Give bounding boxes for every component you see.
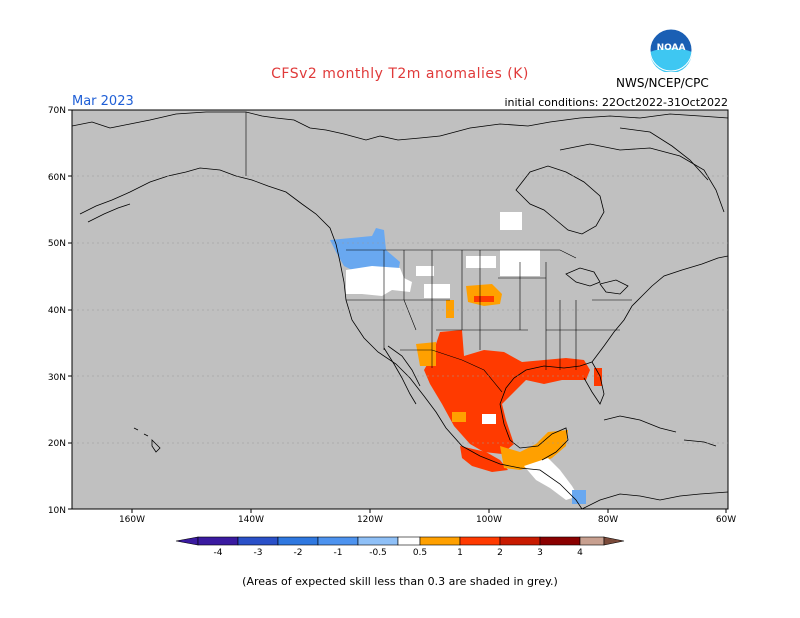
- initial-conditions: initial conditions: 22Oct2022-31Oct2022: [504, 96, 728, 109]
- colorbar-swatch: [317, 536, 359, 546]
- anomaly-patch-white: [424, 284, 450, 298]
- colorbar-label: -0.5: [369, 548, 387, 558]
- anomaly-patch-orange: [452, 412, 466, 422]
- lon-tick-label: 80W: [598, 515, 618, 525]
- colorbar-labels: -4 -3 -2 -1 -0.5 0.5 1 2 3 4: [214, 548, 584, 558]
- state-boundaries: [245, 112, 632, 393]
- colorbar-swatch: [357, 536, 399, 546]
- colorbar-swatch: [539, 536, 581, 546]
- anomaly-patch-orange: [594, 368, 602, 386]
- colorbar-swatch: [237, 536, 279, 546]
- colorbar-swatch: [459, 536, 501, 546]
- colorbar-high-arrow: [603, 536, 625, 546]
- anomaly-patch-orange: [446, 300, 454, 318]
- longitude-labels: 160W 140W 120W 100W 80W 60W: [119, 515, 736, 525]
- lat-tick-label: 10N: [48, 506, 66, 516]
- valid-month: Mar 2023: [72, 94, 134, 109]
- colorbar-swatch: [277, 536, 319, 546]
- colorbar-swatch: [397, 536, 421, 546]
- anomaly-patch-red: [474, 296, 494, 302]
- lat-tick-label: 50N: [48, 239, 66, 249]
- noaa-logo: NOAA: [649, 28, 693, 73]
- anomaly-region-sw-warm: [416, 342, 436, 366]
- colorbar-label: 1: [457, 548, 463, 558]
- colorbar-label: -1: [334, 548, 343, 558]
- coastlines: [72, 111, 728, 509]
- latitude-labels: 70N 60N 50N 40N 30N 20N 10N: [48, 106, 66, 516]
- skill-footnote: (Areas of expected skill less than 0.3 a…: [242, 575, 558, 588]
- colorbar-label: 4: [577, 548, 583, 558]
- lon-ticks: [131, 509, 727, 513]
- colorbar-label: -3: [254, 548, 263, 558]
- lon-tick-label: 100W: [476, 515, 502, 525]
- lat-tick-label: 70N: [48, 106, 66, 116]
- colorbar-swatch: [419, 536, 461, 546]
- colorbar: [175, 536, 625, 546]
- lat-tick-label: 40N: [48, 306, 66, 316]
- map-frame: [71, 109, 729, 510]
- colorbar-label: 0.5: [413, 548, 427, 558]
- anomaly-region-southern-mexico-moderate: [500, 430, 568, 470]
- lon-tick-label: 140W: [238, 515, 264, 525]
- lat-ticks: [68, 109, 72, 510]
- anomaly-region-south-central-warm: [424, 330, 590, 454]
- anomaly-region-central-america: [524, 458, 578, 500]
- anomaly-patch-white: [416, 266, 434, 276]
- lat-tick-label: 60N: [48, 173, 66, 183]
- colorbar-swatch: [499, 536, 541, 546]
- colorbar-label: -4: [214, 548, 223, 558]
- anomaly-patch-blue: [572, 490, 586, 504]
- anomaly-patch-white: [482, 414, 496, 424]
- anomaly-region-mexico-warm: [460, 446, 508, 472]
- lat-tick-label: 30N: [48, 373, 66, 383]
- lon-tick-label: 60W: [716, 515, 736, 525]
- lon-tick-label: 120W: [357, 515, 383, 525]
- svg-text:NOAA: NOAA: [657, 43, 686, 53]
- anomaly-patch-white: [500, 212, 522, 230]
- colorbar-swatch: [197, 536, 239, 546]
- anomaly-patch-white: [466, 256, 496, 268]
- colorbar-label: -2: [294, 548, 303, 558]
- agency-label: NWS/NCEP/CPC: [616, 76, 709, 90]
- chart-title: CFSv2 monthly T2m anomalies (K): [271, 66, 529, 82]
- colorbar-label: 2: [497, 548, 503, 558]
- lon-tick-label: 160W: [119, 515, 145, 525]
- map-area: [72, 111, 728, 509]
- lat-tick-label: 20N: [48, 439, 66, 449]
- colorbar-label: 3: [537, 548, 543, 558]
- colorbar-swatch: [579, 536, 605, 546]
- colorbar-low-arrow: [175, 536, 199, 546]
- map-grid: [72, 175, 728, 444]
- anomaly-region-nw-white: [346, 266, 412, 296]
